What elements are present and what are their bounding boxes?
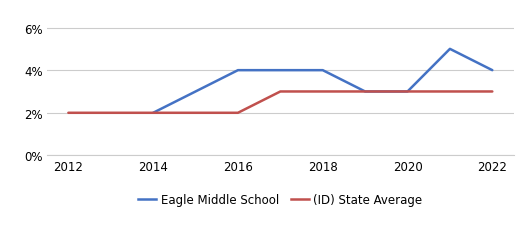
(ID) State Average	[107, 112, 114, 115]
(ID) State Average	[150, 112, 156, 115]
Eagle Middle School	[320, 69, 326, 72]
Eagle Middle School	[489, 69, 496, 72]
Eagle Middle School	[447, 48, 453, 51]
(ID) State Average	[362, 91, 368, 93]
Eagle Middle School	[150, 112, 156, 115]
Eagle Middle School	[277, 69, 283, 72]
Eagle Middle School	[362, 91, 368, 93]
(ID) State Average	[489, 91, 496, 93]
Eagle Middle School	[235, 69, 241, 72]
Line: Eagle Middle School: Eagle Middle School	[153, 50, 493, 113]
(ID) State Average	[235, 112, 241, 115]
(ID) State Average	[192, 112, 199, 115]
(ID) State Average	[65, 112, 71, 115]
Eagle Middle School	[405, 91, 411, 93]
Line: (ID) State Average: (ID) State Average	[68, 92, 493, 113]
Legend: Eagle Middle School, (ID) State Average: Eagle Middle School, (ID) State Average	[138, 193, 422, 206]
(ID) State Average	[405, 91, 411, 93]
(ID) State Average	[447, 91, 453, 93]
(ID) State Average	[320, 91, 326, 93]
(ID) State Average	[277, 91, 283, 93]
